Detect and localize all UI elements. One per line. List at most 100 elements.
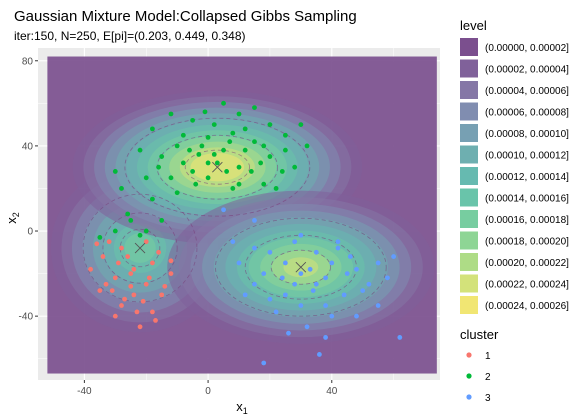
contour-ellipse xyxy=(119,228,161,268)
data-point-cluster-3 xyxy=(298,232,304,238)
data-point-cluster-2 xyxy=(174,190,180,196)
data-point-cluster-1 xyxy=(140,298,146,304)
data-point-cluster-2 xyxy=(168,175,174,181)
data-point-cluster-1 xyxy=(97,288,103,294)
data-point-cluster-2 xyxy=(304,143,310,149)
data-point-cluster-2 xyxy=(214,160,220,166)
y-tick-label: 0 xyxy=(27,227,33,238)
level-legend-label: (0.00014, 0.00016] xyxy=(485,194,569,205)
data-point-cluster-2 xyxy=(261,181,267,187)
y-tick-label: 40 xyxy=(22,141,34,152)
contour-ellipse xyxy=(270,249,331,285)
data-point-cluster-2 xyxy=(258,160,264,166)
data-point-cluster-1 xyxy=(106,239,112,245)
level-legend-label: (0.00016, 0.00018] xyxy=(485,215,569,226)
level-legend: level (0.00000, 0.00002] (0.00002, 0.0000… xyxy=(460,18,569,314)
component-mean-marker xyxy=(134,242,146,254)
data-point-cluster-2 xyxy=(282,132,288,138)
y-tick-label: -40 xyxy=(19,312,34,323)
data-point-cluster-2 xyxy=(261,143,267,149)
x-axis-label: x1 xyxy=(236,399,248,416)
data-point-cluster-3 xyxy=(252,281,257,287)
data-point-cluster-3 xyxy=(282,260,288,266)
y-tick-label: 80 xyxy=(22,56,34,67)
data-point-cluster-1 xyxy=(153,318,158,323)
component-mean-marker xyxy=(295,261,307,273)
data-point-cluster-3 xyxy=(329,260,335,266)
data-point-cluster-3 xyxy=(286,330,291,336)
data-point-cluster-1 xyxy=(112,313,118,319)
data-point-cluster-1 xyxy=(162,283,168,289)
data-point-cluster-3 xyxy=(354,266,359,272)
data-point-cluster-2 xyxy=(242,126,248,132)
data-point-cluster-3 xyxy=(323,335,328,340)
level-legend-swatch xyxy=(460,253,478,271)
data-point-cluster-2 xyxy=(137,147,143,153)
data-point-cluster-1 xyxy=(137,324,143,330)
data-point-cluster-2 xyxy=(230,186,236,191)
data-point-cluster-2 xyxy=(279,169,285,174)
level-legend-swatch xyxy=(460,124,478,142)
x-axis-label-sub: 1 xyxy=(243,406,248,416)
data-point-cluster-1 xyxy=(159,292,165,298)
data-point-cluster-2 xyxy=(193,181,199,187)
level-legend-label: (0.00022, 0.00024] xyxy=(485,280,569,291)
data-points xyxy=(88,100,403,366)
contour-ellipse xyxy=(184,149,250,185)
data-point-cluster-2 xyxy=(282,147,288,153)
level-legend-label: (0.00018, 0.00020] xyxy=(485,237,569,248)
data-point-cluster-3 xyxy=(307,266,313,272)
level-legend-swatch xyxy=(460,274,478,293)
data-point-cluster-3 xyxy=(347,254,353,259)
data-point-cluster-1 xyxy=(143,281,149,287)
data-point-cluster-1 xyxy=(168,271,174,276)
data-point-cluster-3 xyxy=(230,239,236,245)
level-legend-title: level xyxy=(460,18,487,33)
data-point-cluster-2 xyxy=(180,132,186,138)
level-legend-label: (0.00000, 0.00002] xyxy=(485,43,569,54)
data-point-cluster-3 xyxy=(298,271,304,276)
data-point-cluster-3 xyxy=(313,249,319,255)
data-point-cluster-2 xyxy=(168,111,174,117)
data-point-cluster-3 xyxy=(354,313,359,319)
data-point-cluster-2 xyxy=(190,169,196,174)
data-point-cluster-2 xyxy=(196,152,202,157)
data-point-cluster-1 xyxy=(109,288,115,294)
data-point-cluster-1 xyxy=(168,258,174,264)
data-point-cluster-3 xyxy=(292,281,298,287)
y-axis-label-sub: 2 xyxy=(11,212,21,217)
data-point-cluster-2 xyxy=(267,122,273,128)
data-point-cluster-3 xyxy=(375,260,381,266)
data-point-cluster-2 xyxy=(180,160,186,166)
data-point-cluster-3 xyxy=(341,292,347,298)
data-point-cluster-1 xyxy=(103,281,109,287)
data-point-cluster-2 xyxy=(242,147,248,153)
contour-ellipse xyxy=(102,212,178,284)
data-point-cluster-3 xyxy=(313,281,319,287)
data-point-cluster-1 xyxy=(94,241,100,247)
level-legend-swatch xyxy=(460,102,478,121)
x-axis-label-main: x xyxy=(236,399,243,414)
level-legend-swatch xyxy=(460,59,478,78)
data-point-cluster-2 xyxy=(199,143,205,149)
data-point-cluster-2 xyxy=(267,154,273,159)
level-legend-swatch xyxy=(460,38,478,56)
data-point-cluster-1 xyxy=(128,283,134,289)
data-point-cluster-2 xyxy=(292,164,298,170)
data-point-cluster-2 xyxy=(224,169,230,174)
data-point-cluster-1 xyxy=(128,271,134,276)
data-point-cluster-3 xyxy=(242,292,248,298)
data-point-cluster-3 xyxy=(279,275,285,281)
data-point-cluster-3 xyxy=(335,245,341,251)
data-point-cluster-1 xyxy=(116,260,121,266)
data-point-cluster-2 xyxy=(159,217,165,223)
data-point-cluster-2 xyxy=(236,164,242,170)
data-point-cluster-3 xyxy=(360,288,366,294)
data-point-cluster-3 xyxy=(252,245,257,251)
data-point-cluster-3 xyxy=(385,275,390,281)
data-point-cluster-2 xyxy=(252,139,257,145)
data-point-cluster-1 xyxy=(156,249,162,255)
cluster-legend: cluster 1 2 3 xyxy=(460,327,499,404)
data-point-cluster-3 xyxy=(323,275,328,281)
level-legend-swatch xyxy=(460,188,478,207)
